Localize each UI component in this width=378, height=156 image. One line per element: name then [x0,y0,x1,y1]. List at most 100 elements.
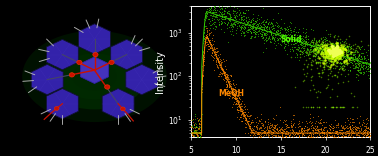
Point [308,50,314,53]
Point [245,119,251,122]
Point [288,35,294,38]
Point [216,13,222,15]
Point [198,136,204,138]
Point [347,52,353,54]
Point [273,33,279,36]
Point [333,49,339,51]
Point [314,46,321,49]
Point [349,127,355,129]
Point [352,55,358,57]
Point [247,127,253,129]
Point [272,124,278,127]
Point [275,33,281,36]
Point [336,68,342,70]
Point [193,140,199,143]
Point [222,71,228,73]
Point [218,68,225,71]
Point [208,31,214,34]
Point [236,97,242,99]
Point [355,138,361,140]
Point [352,67,358,70]
Point [335,47,341,50]
Point [190,131,196,133]
Point [341,128,347,131]
Point [322,43,328,45]
Point [242,12,248,15]
Point [306,131,312,134]
Point [264,126,270,128]
Point [221,79,227,81]
Point [365,44,371,46]
Point [276,31,282,34]
Point [320,66,326,68]
Point [279,131,285,134]
Point [346,133,352,136]
Point [338,73,344,76]
Point [240,27,246,29]
Point [250,22,256,25]
Point [276,134,282,137]
Point [259,34,265,36]
Point [276,32,282,35]
Point [224,85,230,88]
Point [266,30,272,32]
Point [315,130,321,133]
Point [332,50,338,53]
Point [332,54,338,57]
Point [282,34,288,36]
Point [258,122,264,124]
Point [331,47,337,50]
Point [234,27,240,29]
Point [332,59,338,61]
Point [228,29,234,32]
Point [216,62,222,64]
Point [206,39,212,41]
Point [344,125,350,127]
Point [329,57,335,59]
Point [320,129,326,132]
Point [213,11,219,13]
Point [258,127,264,129]
Point [333,50,339,52]
Point [354,66,360,68]
Point [332,34,338,36]
Point [344,132,350,135]
Point [278,32,284,35]
Point [263,46,270,49]
Point [200,75,206,78]
Point [320,71,326,73]
Point [271,133,277,136]
Point [320,52,326,54]
Point [330,49,336,52]
Point [329,45,335,47]
Point [281,35,287,38]
Point [309,50,315,53]
Point [285,124,291,126]
Point [332,45,338,47]
Point [245,29,251,31]
Point [267,30,273,32]
Point [321,133,327,136]
Point [361,131,367,134]
Point [327,51,333,53]
Point [283,37,289,39]
Point [356,46,363,48]
Point [253,134,259,136]
Point [300,42,306,45]
Point [308,41,314,43]
Point [358,64,364,66]
Point [233,103,239,105]
Point [356,61,363,64]
Point [241,20,247,23]
Point [352,127,358,129]
Point [269,124,275,127]
Point [283,35,289,38]
Point [203,10,209,12]
Point [353,58,359,61]
Point [323,55,329,57]
Point [214,51,220,54]
Point [284,34,290,36]
Point [246,116,252,119]
Point [321,65,327,68]
Point [338,49,344,51]
